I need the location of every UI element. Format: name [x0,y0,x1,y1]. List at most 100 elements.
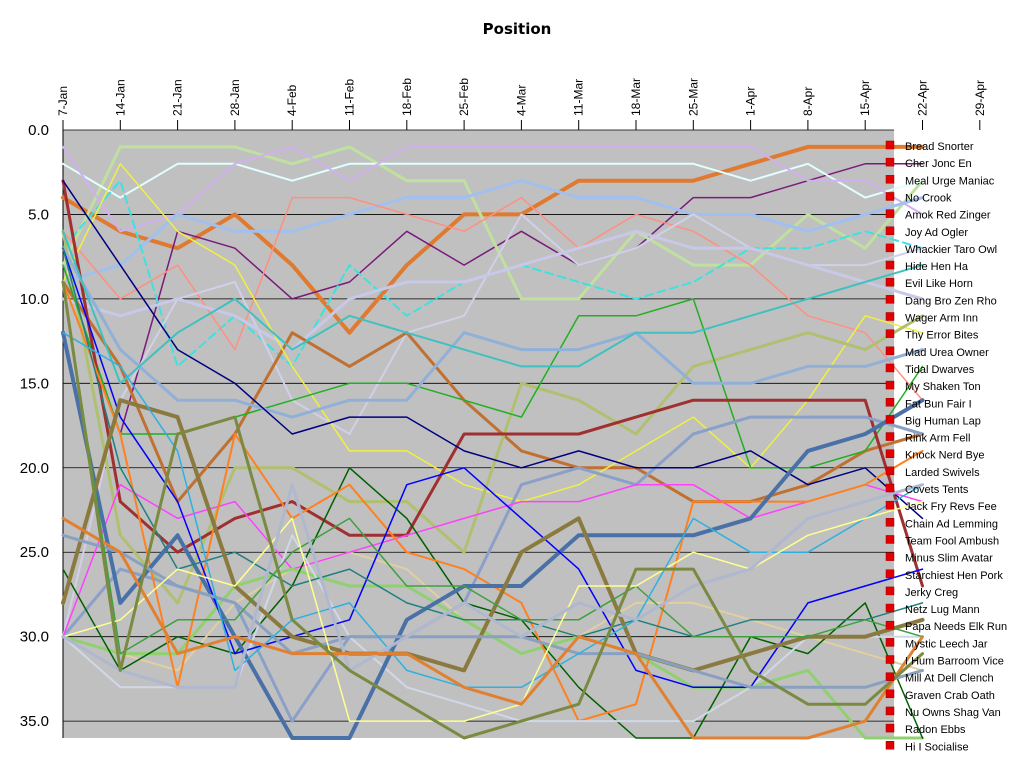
legend-marker [885,363,895,373]
series-line-dang-bro-zen-rho [61,229,924,352]
legend-label: Cher Jonc En [905,158,972,170]
series-line-wager-arm-inn [61,280,924,504]
series-line-hi-i-socialise [61,280,924,740]
series-line-fat-bun-fair-i [61,179,924,588]
x-tick-label: 25-Feb [457,78,471,116]
x-tick-label: 25-Mar [686,78,700,116]
legend-marker [885,140,895,150]
legend-label: Joy Ad Ogler [905,227,968,239]
y-tick-label: 30.0 [20,629,49,646]
series-line-i-hum-barroom-vice [62,281,924,655]
x-tick-label: 18-Feb [400,78,414,116]
x-tick-label: 7-Jan [56,86,70,116]
x-tick-label: 15-Apr [858,80,872,116]
legend-label: I Hum Barroom Vice [905,656,1004,668]
y-tick-label: 0.0 [28,122,49,139]
legend-marker [885,655,895,664]
chart-title: Position [483,20,552,38]
legend-label: Covets Tents [905,484,969,496]
legend-label: No Crook [905,192,952,204]
legend-marker [885,432,895,441]
x-tick-label: 18-Mar [629,78,643,116]
x-tick-label: 21-Jan [171,79,185,116]
x-tick-label: 1-Apr [744,87,758,116]
y-tick-label: 15.0 [20,375,49,392]
x-axis: 7-Jan 14-Jan 21-Jan 28-Jan 4-Feb 11-Feb 18-Feb… [56,78,987,130]
legend-label: Whackier Taro Owl [905,244,997,256]
legend-marker [885,672,895,681]
legend-marker [885,398,895,407]
series-line-big-human-lap [61,246,924,419]
series-line-joy-ad-ogler [61,179,924,284]
legend-marker [885,312,895,321]
legend-label: Graven Crab Oath [905,690,995,702]
series-line-knock-nerd-bye [62,179,924,520]
legend-marker [885,449,895,458]
legend-label: Thy Error Bites [905,330,979,342]
legend-label: Meal Urge Maniac [905,175,995,187]
legend-marker [885,535,895,544]
y-tick-label: 35.0 [20,713,49,730]
legend: Bread Snorter Cher Jonc En Meal Urge Mania… [885,140,1007,753]
legend-label: Tidal Dwarves [905,364,975,376]
legend-marker [885,706,895,716]
legend-label: Radon Ebbs [905,724,966,736]
x-tick-label: 28-Jan [228,79,242,116]
x-tick-label: 29-Apr [973,80,987,116]
series-line-starchiest-hen-pork [61,330,925,740]
legend-marker [885,586,895,596]
series-line-covets-tents [62,483,924,638]
y-axis: 0.0 5.0 10.0 15.0 20.0 25.0 30.0 35.0 [20,122,64,738]
series-line-whackier-taro-owl [62,179,924,368]
legend-marker [885,620,895,630]
legend-label: Larded Swivels [905,467,980,479]
legend-label: Papa Needs Elk Run [905,621,1007,633]
legend-label: Knock Nerd Bye [905,450,984,462]
x-tick-label: 11-Mar [572,79,586,116]
series-line-amok-red-zinger [62,145,924,233]
y-tick-label: 5.0 [28,206,49,223]
legend-label: Jerky Creg [905,587,958,599]
legend-marker [885,243,895,253]
series-line-no-crook [62,162,924,199]
legend-marker [885,226,895,235]
y-tick-label: 10.0 [20,291,49,308]
legend-marker [885,518,895,527]
legend-marker [885,483,895,493]
legend-marker [885,277,895,287]
legend-label: Amok Red Zinger [905,210,991,222]
legend-label: Mad Urea Owner [905,347,989,359]
legend-label: Dang Bro Zen Rho [905,295,997,307]
y-tick-label: 25.0 [20,544,49,561]
legend-marker [885,329,895,338]
legend-label: Jack Fry Revs Fee [905,501,997,513]
y-tick-label: 20.0 [20,460,49,477]
legend-label: Netz Lug Mann [905,604,980,616]
x-tick-label: 22-Apr [916,80,930,116]
x-tick-label: 8-Apr [801,87,815,116]
series-lines [61,144,925,740]
legend-marker [885,415,895,424]
series-line-radon-ebbs [61,516,924,740]
legend-marker [885,500,895,510]
legend-label: Big Human Lap [905,415,981,427]
legend-label: Chain Ad Lemming [905,518,998,530]
legend-marker [885,380,895,390]
legend-label: Bread Snorter [905,141,974,153]
legend-label: Hi I Socialise [905,741,969,753]
legend-marker [885,569,895,578]
legend-marker [885,603,895,613]
series-line-nu-owns-shag-van [61,483,924,689]
series-line-cher-jonc-en [62,163,924,435]
legend-marker [885,295,895,304]
legend-label: Team Fool Ambush [905,535,999,547]
x-tick-label: 14-Jan [113,79,127,116]
legend-marker [885,552,895,561]
legend-label: Evil Like Horn [905,278,973,290]
x-tick-label: 4-Mar [514,85,528,116]
legend-marker [885,723,895,733]
series-line-larded-swivels [62,230,924,385]
series-line-meal-urge-maniac [61,145,924,301]
series-line-graven-crab-oath [62,500,924,722]
